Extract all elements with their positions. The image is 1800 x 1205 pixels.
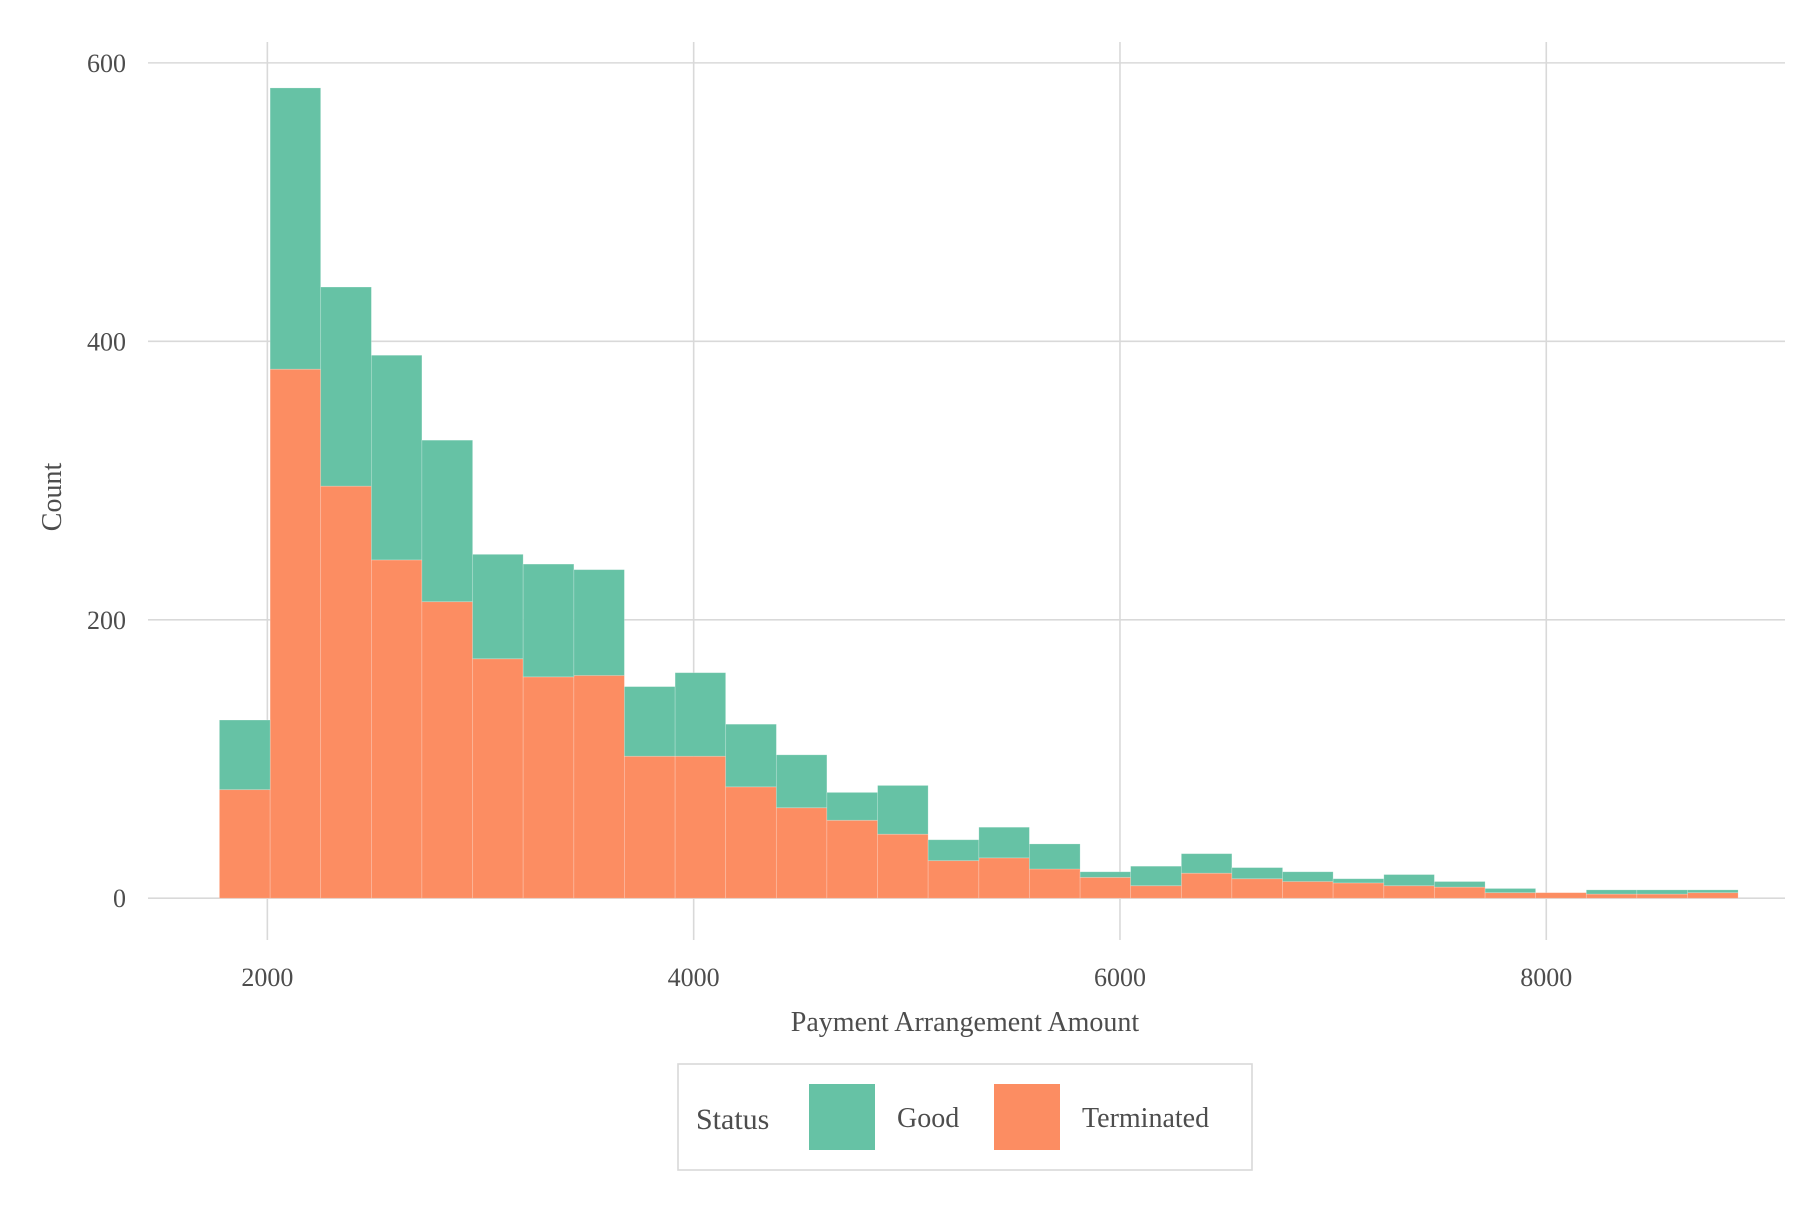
bar-terminated <box>1484 892 1537 899</box>
legend-label-good: Good <box>897 1103 959 1134</box>
bar-terminated <box>1636 893 1688 899</box>
legend-box <box>677 1063 1253 1171</box>
bar-terminated <box>1383 885 1435 899</box>
legend-swatch-good <box>809 1084 875 1150</box>
bar-terminated <box>725 786 777 899</box>
y-tick-label: 600 <box>87 49 126 78</box>
bar-good <box>1028 843 1081 870</box>
y-tick-label: 400 <box>87 327 126 356</box>
bar-terminated <box>826 819 879 899</box>
bar-good <box>1433 881 1486 888</box>
bar-good <box>522 563 575 678</box>
bar-terminated <box>1231 878 1284 899</box>
bar-terminated <box>219 789 271 899</box>
bar-good <box>725 723 777 788</box>
bar-good <box>1332 878 1385 884</box>
bar-terminated <box>927 860 980 899</box>
bar-terminated <box>978 857 1030 899</box>
bar-terminated <box>1079 876 1132 899</box>
legend-label-terminated: Terminated <box>1082 1103 1209 1134</box>
bar-good <box>1383 874 1435 887</box>
bar-terminated <box>877 833 929 899</box>
bar-terminated <box>1332 882 1385 899</box>
legend-title: Status <box>696 1103 769 1136</box>
y-axis-title: Count <box>37 463 68 532</box>
bar-good <box>573 569 625 676</box>
bar-good <box>1079 871 1132 878</box>
bar-good <box>826 792 879 821</box>
bar-good <box>674 672 727 757</box>
bar-terminated <box>623 755 676 899</box>
bar-terminated <box>472 658 524 899</box>
bar-good <box>1636 889 1688 895</box>
bar-good <box>1484 888 1537 894</box>
bar-terminated <box>1585 893 1638 899</box>
bar-terminated <box>370 559 423 899</box>
bar-terminated <box>1130 885 1182 899</box>
x-axis-title: Payment Arrangement Amount <box>791 1007 1140 1038</box>
bar-good <box>269 87 322 370</box>
bar-good <box>1282 871 1334 882</box>
bar-terminated <box>1180 872 1233 899</box>
bar-terminated <box>1433 886 1486 899</box>
bar-terminated <box>522 676 575 899</box>
x-tick-label: 4000 <box>668 963 720 992</box>
bar-good <box>472 553 524 660</box>
bar-good <box>775 754 828 809</box>
bars-layer <box>219 87 1739 899</box>
x-tick-label: 6000 <box>1094 963 1146 992</box>
legend-swatch-terminated <box>994 1084 1060 1150</box>
x-tick-label: 2000 <box>241 963 293 992</box>
bar-good <box>1130 865 1182 887</box>
bar-good <box>978 826 1030 859</box>
bar-good <box>1687 889 1739 894</box>
bar-good <box>1180 853 1233 874</box>
bar-good <box>219 719 271 791</box>
axis-layer: 0 200 400 600 2000 4000 6000 8000 <box>87 49 1572 992</box>
bar-good <box>421 439 474 603</box>
bar-terminated <box>1535 892 1587 899</box>
bar-terminated <box>1282 881 1334 899</box>
bar-terminated <box>775 807 828 899</box>
bar-terminated <box>1687 892 1739 899</box>
bar-terminated <box>573 675 625 899</box>
y-tick-label: 0 <box>113 884 126 913</box>
bar-terminated <box>1028 868 1081 899</box>
bar-terminated <box>674 755 727 899</box>
bar-good <box>370 354 423 561</box>
x-tick-label: 8000 <box>1520 963 1572 992</box>
bar-good <box>1585 889 1638 895</box>
bar-terminated <box>421 601 474 899</box>
y-tick-label: 200 <box>87 606 126 635</box>
legend: Status Good Terminated <box>677 1063 1253 1171</box>
bar-good <box>320 286 372 487</box>
bar-good <box>1231 867 1284 880</box>
bar-good <box>877 785 929 835</box>
bar-good <box>623 686 676 757</box>
bar-good <box>927 839 980 862</box>
bar-terminated <box>269 368 322 899</box>
bar-terminated <box>320 485 372 899</box>
